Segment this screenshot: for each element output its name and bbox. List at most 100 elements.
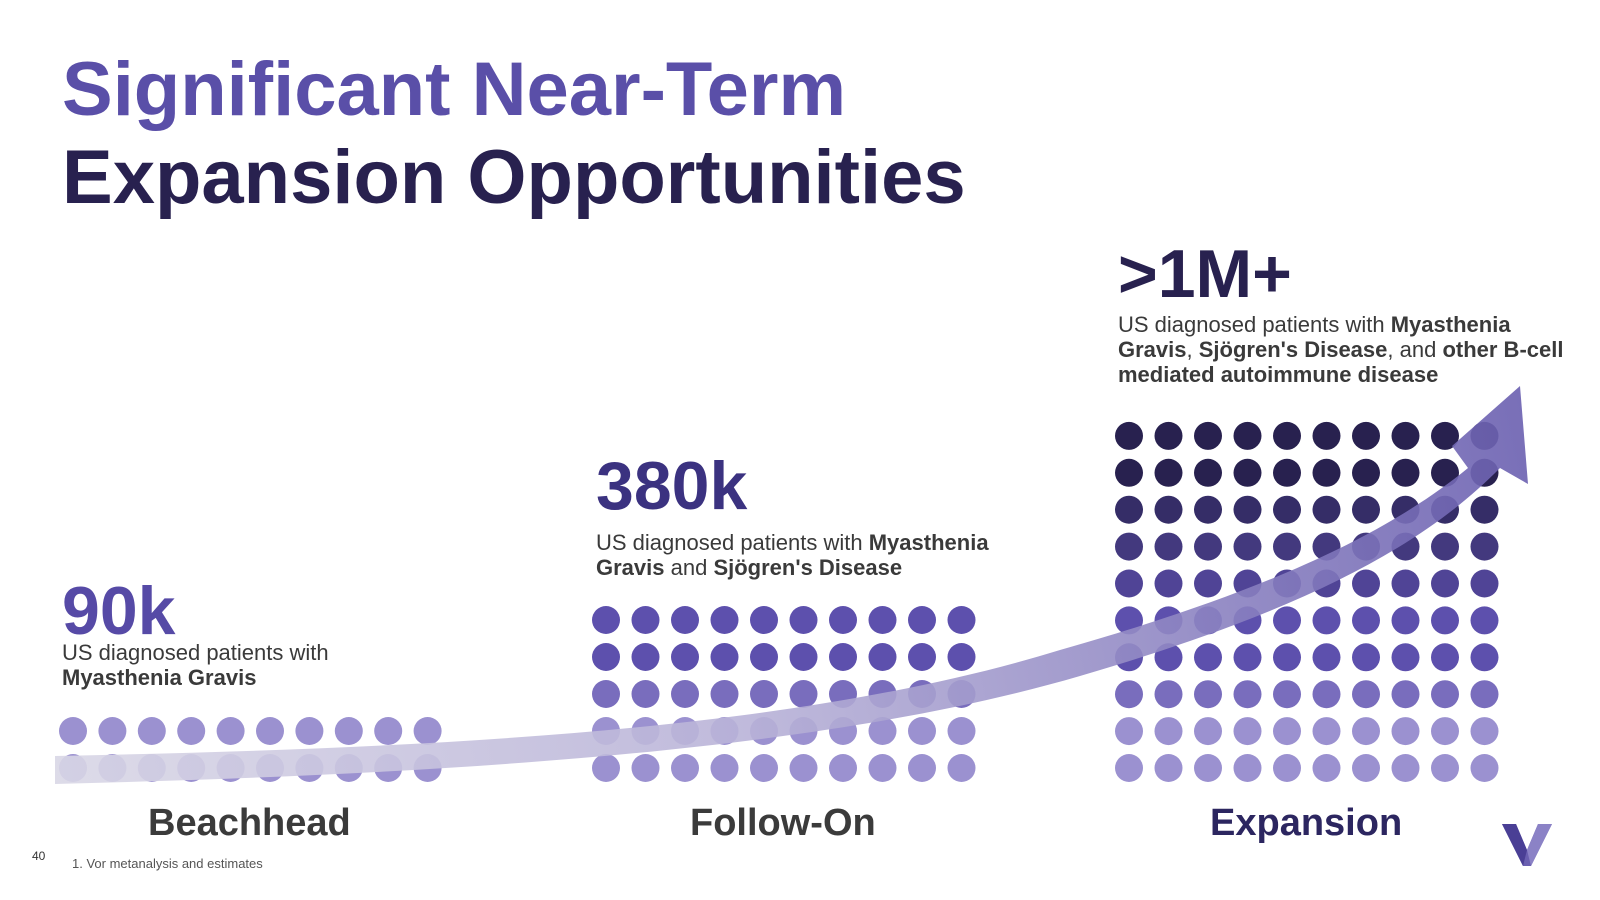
followon-patient-dot bbox=[868, 606, 897, 634]
expansion-patient-dot bbox=[1273, 717, 1301, 746]
beachhead-patient-dot bbox=[137, 717, 166, 745]
followon-patient-dot bbox=[868, 717, 897, 745]
expansion-patient-dot bbox=[1470, 532, 1499, 561]
followon-patient-dot bbox=[750, 754, 778, 782]
footnote: 1. Vor metanalysis and estimates bbox=[72, 856, 263, 871]
expansion-patient-dot bbox=[1470, 569, 1499, 598]
expansion-desc-bold-1: Myasthenia Gravis bbox=[1118, 312, 1511, 362]
followon-patient-dot bbox=[868, 754, 897, 782]
expansion-patient-dot bbox=[1470, 680, 1499, 709]
expansion-patient-dot bbox=[1115, 569, 1143, 598]
expansion-patient-dot bbox=[1391, 421, 1420, 450]
followon-patient-dot bbox=[710, 680, 739, 708]
expansion-patient-dot bbox=[1431, 458, 1459, 487]
expansion-patient-dot bbox=[1115, 421, 1143, 450]
beachhead-patient-dot bbox=[256, 717, 284, 745]
followon-patient-dot bbox=[947, 606, 976, 634]
expansion-patient-dot bbox=[1273, 495, 1301, 524]
expansion-patient-dot bbox=[1154, 754, 1183, 782]
followon-patient-dot bbox=[671, 643, 699, 671]
expansion-patient-dot bbox=[1470, 606, 1499, 635]
expansion-patient-dot bbox=[1273, 680, 1301, 709]
title-line-1: Significant Near-Term bbox=[62, 47, 847, 132]
expansion-patient-dot bbox=[1431, 680, 1459, 709]
beachhead-desc-text: US diagnosed patients with bbox=[62, 640, 329, 665]
followon-patient-dot bbox=[710, 606, 739, 634]
expansion-patient-dot bbox=[1470, 495, 1499, 524]
expansion-patient-dot bbox=[1312, 754, 1341, 782]
beachhead-patient-dot bbox=[98, 717, 127, 745]
followon-patient-dot bbox=[750, 643, 778, 671]
expansion-patient-dot bbox=[1391, 458, 1420, 487]
followon-patient-dot bbox=[789, 606, 818, 634]
expansion-patient-dot bbox=[1154, 680, 1183, 709]
expansion-patient-dot bbox=[1154, 717, 1183, 746]
expansion-patient-dot bbox=[1233, 643, 1262, 672]
expansion-patient-dot bbox=[1312, 680, 1341, 709]
expansion-patient-dot bbox=[1194, 458, 1222, 487]
expansion-patient-dot bbox=[1431, 569, 1459, 598]
followon-patient-dot bbox=[592, 643, 620, 671]
expansion-patient-dot bbox=[1115, 754, 1143, 782]
expansion-patient-dot bbox=[1154, 421, 1183, 450]
expansion-patient-dot bbox=[1352, 643, 1380, 672]
followon-patient-dot bbox=[947, 717, 976, 745]
followon-desc-bold-1: Myasthenia Gravis bbox=[596, 530, 989, 580]
followon-desc-text-2: and bbox=[664, 555, 714, 580]
expansion-patient-dot bbox=[1154, 495, 1183, 524]
followon-patient-dot bbox=[631, 606, 660, 634]
expansion-patient-dot bbox=[1273, 606, 1301, 635]
followon-patient-dot bbox=[750, 606, 778, 634]
expansion-patient-dot bbox=[1233, 458, 1262, 487]
stage-label-beachhead: Beachhead bbox=[148, 802, 351, 844]
beachhead-patient-dot bbox=[177, 717, 206, 745]
expansion-patient-dot bbox=[1194, 717, 1222, 746]
expansion-description: US diagnosed patients with Myasthenia Gr… bbox=[1118, 312, 1578, 387]
followon-patient-dot bbox=[789, 680, 818, 708]
expansion-patient-dot bbox=[1431, 606, 1459, 635]
beachhead-description: US diagnosed patients with Myasthenia Gr… bbox=[62, 640, 382, 690]
followon-patient-dot bbox=[829, 643, 857, 671]
expansion-desc-text-1: US diagnosed patients with bbox=[1118, 312, 1391, 337]
expansion-patient-dot bbox=[1273, 643, 1301, 672]
v-logo-icon bbox=[1502, 824, 1552, 866]
stage-label-expansion: Expansion bbox=[1210, 802, 1403, 844]
followon-patient-dot bbox=[829, 606, 857, 634]
followon-dot-grid bbox=[592, 606, 976, 782]
expansion-patient-dot bbox=[1194, 754, 1222, 782]
expansion-patient-dot bbox=[1312, 421, 1341, 450]
expansion-patient-dot bbox=[1154, 532, 1183, 561]
beachhead-patient-dot bbox=[295, 717, 324, 745]
followon-patient-dot bbox=[710, 754, 739, 782]
expansion-patient-dot bbox=[1115, 532, 1143, 561]
stage-label-followon: Follow-On bbox=[690, 802, 876, 844]
expansion-patient-dot bbox=[1391, 569, 1420, 598]
followon-desc-text-1: US diagnosed patients with bbox=[596, 530, 869, 555]
expansion-patient-dot bbox=[1115, 717, 1143, 746]
followon-patient-dot bbox=[671, 754, 699, 782]
followon-patient-dot bbox=[671, 680, 699, 708]
followon-patient-dot bbox=[631, 643, 660, 671]
followon-desc-bold-2: Sjögren's Disease bbox=[713, 555, 903, 580]
expansion-patient-dot bbox=[1431, 421, 1459, 450]
followon-patient-dot bbox=[631, 754, 660, 782]
expansion-patient-dot bbox=[1312, 643, 1341, 672]
beachhead-patient-dot bbox=[216, 717, 245, 745]
followon-patient-dot bbox=[947, 643, 976, 671]
followon-description: US diagnosed patients with Myasthenia Gr… bbox=[596, 530, 1036, 580]
expansion-patient-dot bbox=[1233, 532, 1262, 561]
followon-patient-dot bbox=[592, 754, 620, 782]
followon-patient-dot bbox=[868, 643, 897, 671]
expansion-patient-dot bbox=[1154, 569, 1183, 598]
expansion-patient-dot bbox=[1194, 532, 1222, 561]
followon-patient-dot bbox=[592, 606, 620, 634]
expansion-patient-dot bbox=[1233, 421, 1262, 450]
followon-patient-dot bbox=[908, 717, 936, 745]
expansion-patient-dot bbox=[1194, 569, 1222, 598]
expansion-patient-dot bbox=[1233, 495, 1262, 524]
expansion-patient-dot bbox=[1352, 680, 1380, 709]
expansion-patient-dot bbox=[1470, 754, 1499, 782]
expansion-patient-dot bbox=[1194, 421, 1222, 450]
expansion-patient-dot bbox=[1470, 643, 1499, 672]
expansion-patient-dot bbox=[1352, 421, 1380, 450]
